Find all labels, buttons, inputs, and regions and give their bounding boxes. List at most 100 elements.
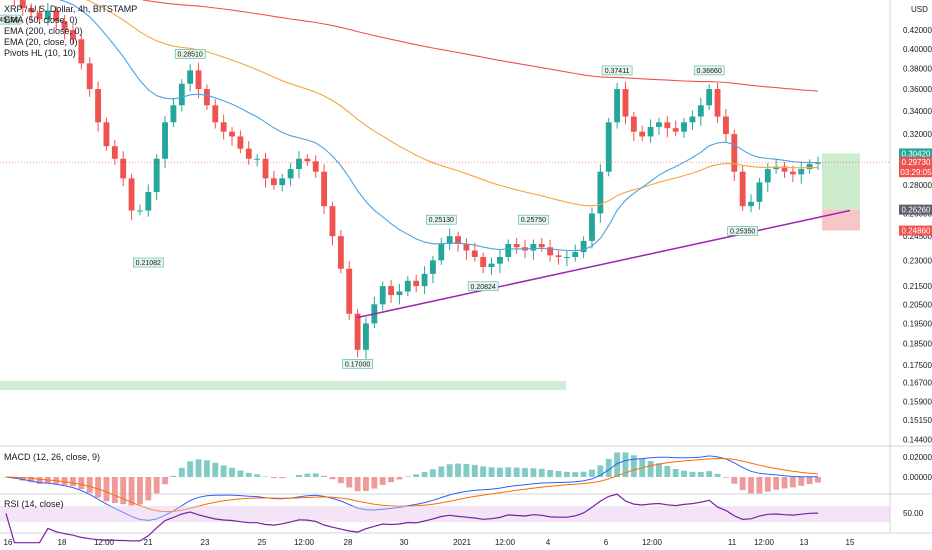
candle-body[interactable] — [296, 158, 302, 170]
candle-body[interactable] — [120, 158, 127, 179]
candle-body[interactable] — [446, 236, 453, 245]
candle-body[interactable] — [697, 105, 704, 117]
candle-body[interactable] — [488, 263, 495, 268]
legend-ema50[interactable]: EMA (50, close, 0) — [4, 15, 78, 25]
candle-body[interactable] — [170, 105, 177, 123]
candle-body[interactable] — [789, 171, 796, 175]
candle-body[interactable] — [363, 323, 369, 350]
pivot-badge[interactable] — [693, 65, 725, 76]
candle-body[interactable] — [254, 158, 261, 160]
candle-body[interactable] — [237, 136, 244, 149]
candle-body[interactable] — [589, 213, 595, 241]
candle-body[interactable] — [455, 236, 461, 245]
candle-body[interactable] — [706, 89, 713, 106]
candle-body[interactable] — [672, 128, 679, 132]
candle-body[interactable] — [220, 122, 227, 132]
candle-body[interactable] — [388, 286, 395, 296]
candle-body[interactable] — [530, 244, 537, 251]
candle-body[interactable] — [614, 89, 621, 123]
legend-ema200[interactable]: EMA (200, close, 0) — [4, 26, 83, 36]
candle-body[interactable] — [714, 89, 721, 117]
candle-body[interactable] — [806, 163, 813, 170]
candle-body[interactable] — [798, 169, 805, 175]
candle-body[interactable] — [815, 162, 821, 164]
candle-body[interactable] — [722, 116, 729, 135]
candle-body[interactable] — [748, 201, 754, 207]
candle-body[interactable] — [681, 122, 687, 132]
candle-body[interactable] — [44, 10, 51, 20]
candle-body[interactable] — [337, 236, 344, 269]
candle-body[interactable] — [95, 89, 102, 123]
candle-body[interactable] — [413, 280, 420, 287]
candle-body[interactable] — [212, 105, 219, 123]
pivot-badge[interactable] — [727, 226, 758, 236]
candle-body[interactable] — [639, 131, 646, 137]
candle-body[interactable] — [555, 255, 562, 258]
candle-body[interactable] — [630, 116, 637, 132]
pivot-badge[interactable] — [518, 214, 549, 225]
candle-body[interactable] — [739, 171, 746, 207]
candle-body[interactable] — [463, 244, 470, 251]
candle-body[interactable] — [731, 134, 738, 172]
candle-body[interactable] — [354, 313, 361, 350]
candle-body[interactable] — [178, 83, 185, 106]
candle-body[interactable] — [53, 10, 60, 22]
candle-body[interactable] — [203, 89, 210, 106]
candle-body[interactable] — [145, 192, 152, 211]
candle-body[interactable] — [329, 206, 336, 237]
candle-body[interactable] — [580, 240, 587, 253]
candle-body[interactable] — [137, 210, 143, 212]
candle-body[interactable] — [505, 244, 512, 258]
candle-body[interactable] — [656, 122, 662, 127]
candle-body[interactable] — [103, 122, 110, 147]
candle-body[interactable] — [245, 148, 252, 159]
candle-body[interactable] — [438, 244, 445, 261]
trendline[interactable] — [357, 209, 851, 319]
pivot-badge[interactable] — [467, 281, 499, 292]
candle-body[interactable] — [195, 70, 202, 90]
pivot-badge[interactable] — [133, 257, 164, 268]
candle-body[interactable] — [270, 178, 277, 186]
legend-ema20[interactable]: EMA (20, close, 0) — [4, 37, 78, 47]
candle-body[interactable] — [396, 291, 403, 296]
candle-body[interactable] — [111, 146, 118, 159]
candle-body[interactable] — [421, 273, 428, 287]
candle-body[interactable] — [19, 0, 26, 8]
candle-body[interactable] — [287, 169, 294, 179]
candle-body[interactable] — [664, 122, 671, 129]
candle-body[interactable] — [321, 171, 328, 207]
candle-body[interactable] — [279, 178, 286, 186]
pivot-badge[interactable] — [0, 14, 22, 25]
candle-body[interactable] — [547, 247, 554, 256]
candle-body[interactable] — [187, 70, 194, 84]
macd-legend[interactable]: MACD (12, 26, close, 9) — [4, 452, 101, 462]
pivot-badge[interactable] — [601, 65, 633, 76]
candle-body[interactable] — [513, 244, 520, 248]
candle-body[interactable] — [480, 257, 487, 268]
candle-body[interactable] — [563, 257, 570, 259]
candle-body[interactable] — [471, 250, 478, 258]
profit-zone[interactable] — [822, 153, 860, 210]
candle-body[interactable] — [605, 122, 612, 172]
candle-body[interactable] — [597, 171, 604, 214]
candle-body[interactable] — [28, 8, 35, 13]
pivot-badge[interactable] — [426, 214, 457, 225]
candle-body[interactable] — [689, 116, 696, 123]
candle-body[interactable] — [756, 182, 763, 202]
candle-body[interactable] — [312, 161, 319, 172]
pivot-badge[interactable] — [342, 359, 373, 369]
candle-body[interactable] — [70, 30, 76, 40]
candle-body[interactable] — [61, 21, 68, 31]
candle-body[interactable] — [346, 268, 353, 314]
candle-body[interactable] — [647, 126, 654, 137]
candle-body[interactable] — [128, 178, 135, 211]
candle-body[interactable] — [262, 158, 269, 179]
candle-body[interactable] — [538, 244, 545, 248]
candle-body[interactable] — [379, 286, 386, 305]
candle-body[interactable] — [429, 260, 436, 274]
candle-body[interactable] — [36, 12, 43, 20]
candle-body[interactable] — [622, 89, 629, 117]
candle-body[interactable] — [404, 280, 411, 292]
candle-body[interactable] — [86, 63, 93, 90]
